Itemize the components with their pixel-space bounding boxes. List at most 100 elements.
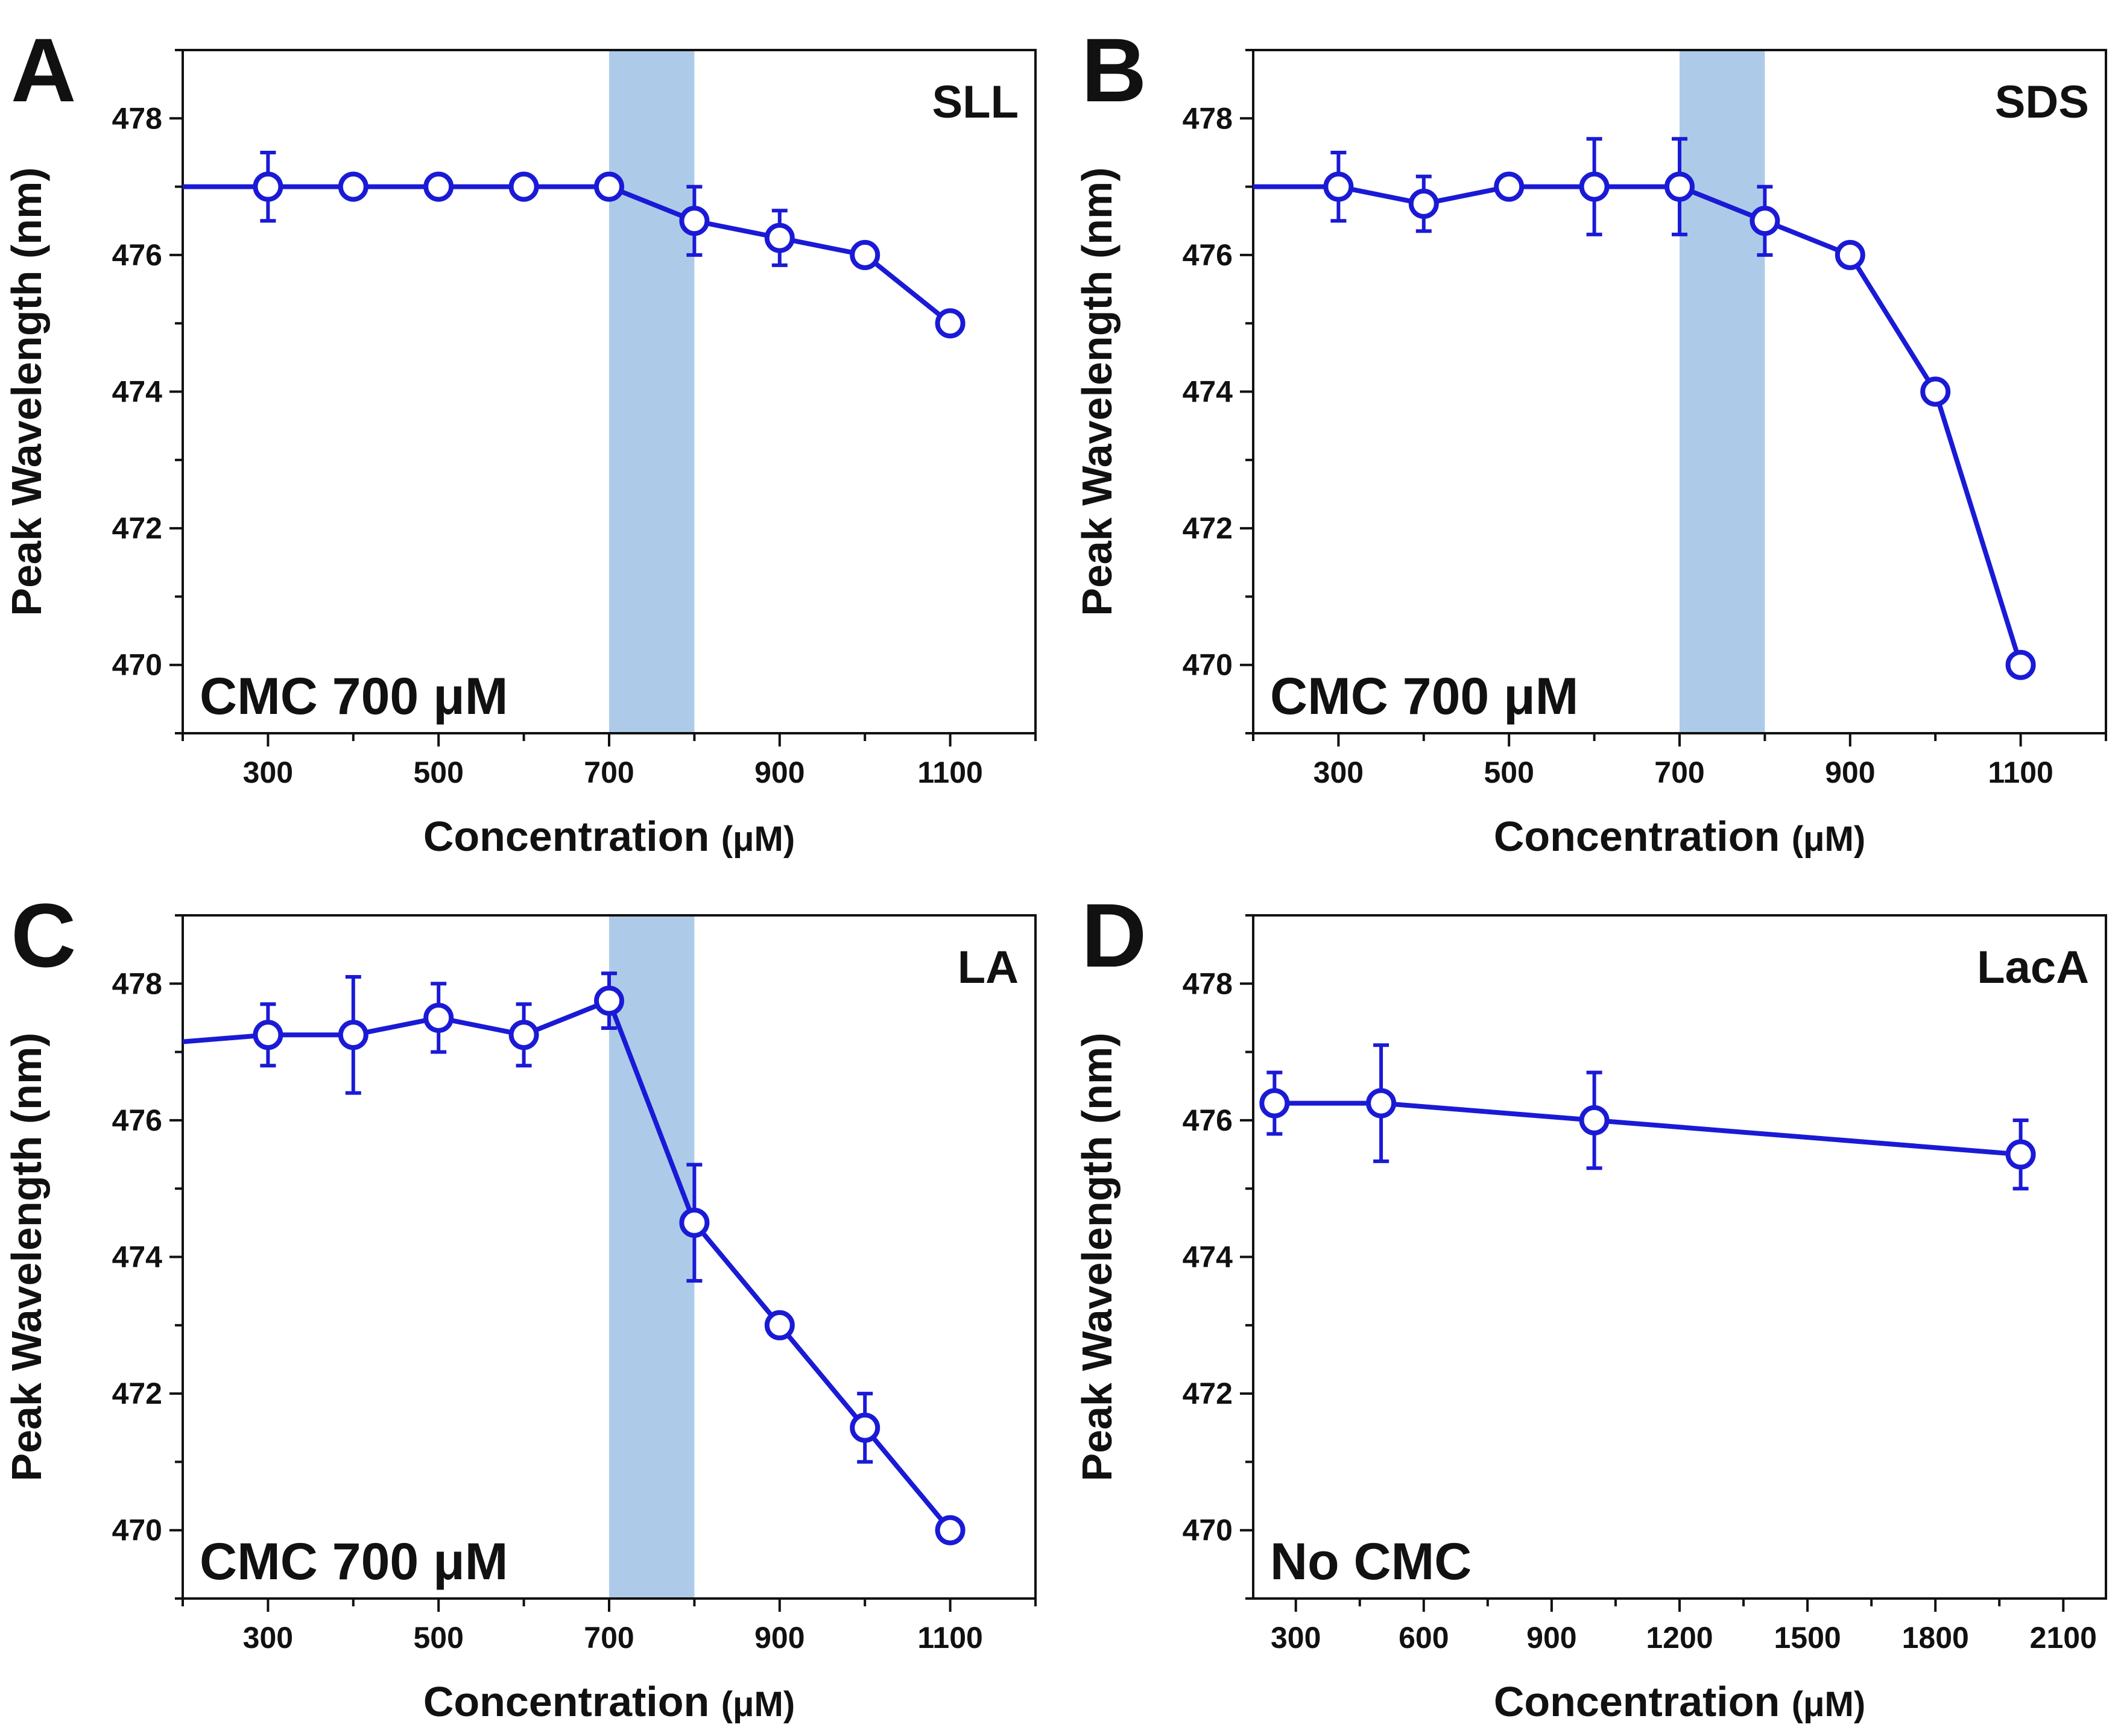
- y-axis-ticks: [169, 49, 183, 734]
- x-tick-label: 1100: [917, 1621, 982, 1655]
- data-point: [253, 171, 283, 202]
- y-tick-label: 472: [112, 1377, 162, 1410]
- x-tick-label: 300: [1313, 756, 1364, 789]
- x-tick-label: 1800: [1902, 1621, 1969, 1655]
- x-axis-title: Concentration (μM): [423, 1678, 795, 1725]
- panel-c: 300 500 700 900 1100 470 472 474 476 478 C LA CMC 70…: [3, 885, 1037, 1725]
- panel-letter: A: [11, 19, 76, 121]
- y-tick-label: 472: [1183, 511, 1233, 545]
- y-tick-label: 478: [112, 101, 162, 135]
- data-point: [594, 171, 624, 202]
- data-point: [1323, 171, 1354, 202]
- y-tick-label: 474: [1183, 375, 1233, 409]
- surfactant-label: SDS: [1995, 77, 2089, 128]
- x-axis-title: Concentration (μM): [1494, 1678, 1865, 1725]
- panel-letter: D: [1081, 885, 1146, 986]
- y-axis-title: Peak Wavelength (nm): [3, 167, 50, 616]
- data-point: [338, 1020, 368, 1050]
- panel-a: 300 500 700 900 1100 470 472 474 476 478 A SLL CMC 7…: [3, 19, 1037, 860]
- cmc-annotation: CMC 700 μM: [200, 668, 508, 725]
- data-point: [1750, 206, 1780, 236]
- cmc-annotation: CMC 700 μM: [200, 1533, 508, 1591]
- data-point: [679, 206, 710, 236]
- y-tick-label: 470: [1183, 1513, 1233, 1547]
- x-tick-label: 2100: [2030, 1621, 2097, 1655]
- y-tick-label: 474: [1183, 1240, 1233, 1274]
- data-point: [1579, 171, 1610, 202]
- data-point: [1835, 239, 1865, 270]
- y-axis-ticks: [1240, 49, 1253, 734]
- x-tick-label: 700: [584, 1621, 634, 1655]
- data-point: [1494, 171, 1525, 202]
- data-point: [850, 239, 880, 270]
- y-tick-label: 478: [112, 967, 162, 1000]
- data-point: [508, 1020, 539, 1050]
- y-tick-label: 476: [1183, 238, 1233, 272]
- x-axis-ticks: [1294, 1599, 2065, 1612]
- cmc-annotation: CMC 700 μM: [1270, 668, 1578, 725]
- y-tick-label: 472: [112, 511, 162, 545]
- data-point: [935, 308, 966, 339]
- data-point: [1259, 1088, 1290, 1119]
- y-tick-label: 474: [112, 1240, 163, 1274]
- x-tick-label: 600: [1399, 1621, 1449, 1655]
- panel-b: 300 500 700 900 1100 470 472 474 476 478 B SDS CMC 7…: [1073, 19, 2107, 860]
- data-point: [764, 223, 795, 253]
- x-axis-unit: (μM): [721, 1685, 795, 1724]
- data-point: [594, 985, 624, 1016]
- y-axis-title: Peak Wavelength (nm): [3, 1032, 50, 1481]
- data-point: [2005, 649, 2036, 680]
- data-point: [1920, 376, 1951, 407]
- x-axis-ticks: [182, 733, 1037, 746]
- x-tick-label: 500: [413, 1621, 463, 1655]
- y-tick-label: 472: [1183, 1377, 1233, 1410]
- data-point: [508, 171, 539, 202]
- y-axis-title: Peak Wavelength (nm): [1073, 1032, 1121, 1481]
- cmc-annotation: No CMC: [1270, 1533, 1472, 1591]
- x-axis-unit: (μM): [1792, 1685, 1865, 1724]
- data-point: [1579, 1105, 1610, 1135]
- x-tick-label: 300: [1271, 1621, 1321, 1655]
- x-axis-ticks: [1252, 733, 2107, 746]
- x-tick-label: 500: [413, 756, 463, 789]
- x-axis-ticks: [182, 1599, 1037, 1612]
- series-line-c: [182, 998, 952, 1532]
- plot-frame: [182, 914, 1037, 1600]
- y-tick-label: 478: [1183, 967, 1233, 1000]
- x-axis-title: Concentration (μM): [1494, 813, 1865, 860]
- x-tick-label: 900: [1825, 756, 1875, 789]
- data-point: [2005, 1139, 2036, 1170]
- series-line-a: [183, 184, 952, 326]
- x-tick-label: 900: [754, 756, 805, 789]
- y-tick-label: 476: [112, 238, 162, 272]
- cmc-shaded-region: [1680, 50, 1765, 733]
- x-axis-title-text: Concentration: [1494, 1678, 1792, 1725]
- x-tick-label: 700: [584, 756, 634, 789]
- plot-frame: [182, 49, 1037, 734]
- series-line-b: [1253, 184, 2023, 666]
- x-tick-label: 900: [754, 1621, 805, 1655]
- data-point: [423, 1002, 454, 1033]
- data-point: [935, 1515, 966, 1545]
- data-point: [1664, 171, 1695, 202]
- data-point: [764, 1310, 795, 1340]
- y-tick-label: 470: [112, 648, 162, 682]
- data-point: [253, 1020, 283, 1050]
- data-point: [1366, 1088, 1397, 1119]
- x-tick-label: 500: [1484, 756, 1534, 789]
- cmc-shaded-region: [609, 50, 695, 733]
- panel-d: 300 600 900 1200 1500 1800 2100 470 472 474 476 478…: [1073, 885, 2107, 1725]
- x-tick-label: 700: [1654, 756, 1704, 789]
- series-line-d: [1274, 1100, 2021, 1157]
- surfactant-label: LacA: [1977, 942, 2089, 993]
- x-tick-label: 1100: [917, 756, 982, 789]
- plot-frame: [1252, 914, 2107, 1600]
- x-axis-unit: (μM): [721, 819, 795, 859]
- x-tick-label: 300: [243, 756, 293, 789]
- plot-frame: [1252, 49, 2107, 734]
- y-tick-label: 470: [112, 1513, 162, 1547]
- y-tick-label: 476: [112, 1103, 162, 1137]
- x-axis-unit: (μM): [1792, 819, 1865, 859]
- y-tick-label: 474: [112, 375, 163, 409]
